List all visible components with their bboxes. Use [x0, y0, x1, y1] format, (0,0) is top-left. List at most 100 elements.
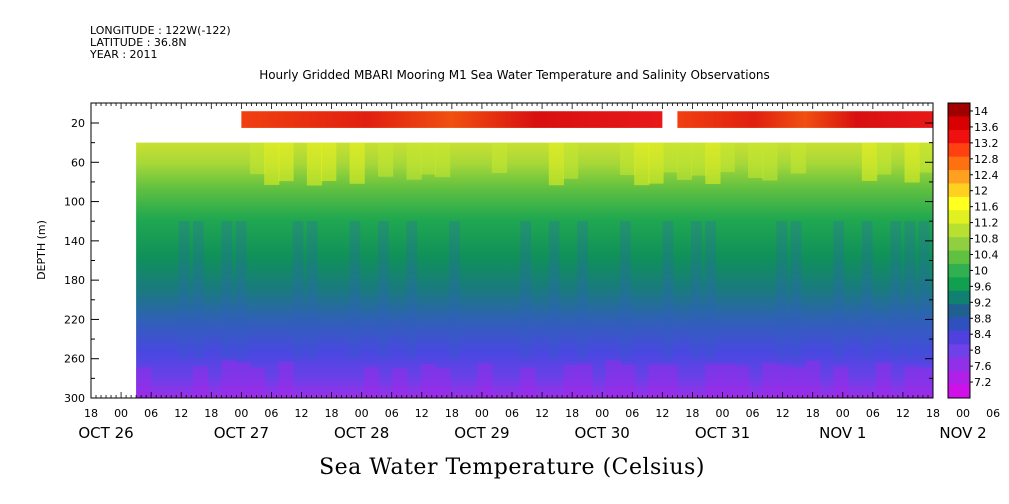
cold-patch	[776, 365, 792, 398]
cold-patch	[790, 367, 806, 398]
mixing-streak	[349, 221, 361, 359]
warm-patch	[378, 142, 394, 177]
year-label: YEAR : 2011	[90, 48, 158, 61]
mixing-streak	[890, 221, 901, 359]
cold-patch	[392, 368, 408, 398]
x-tick-label: 00	[956, 407, 970, 420]
x-tick-label: 00	[595, 407, 609, 420]
x-tick-label: 06	[264, 407, 278, 420]
colorbar-label: 12.4	[974, 169, 999, 182]
cold-patch	[904, 366, 920, 398]
mixing-streak	[306, 221, 318, 359]
cold-patch	[648, 364, 664, 398]
warm-patch	[278, 142, 294, 182]
warm-patch	[762, 142, 778, 181]
warm-patch	[264, 142, 280, 185]
warm-patch	[420, 142, 436, 175]
cold-patch	[705, 364, 721, 398]
cold-patch	[762, 363, 778, 398]
x-tick-label: 00	[234, 407, 248, 420]
warm-patch	[306, 142, 323, 186]
colorbar-label: 14	[974, 105, 988, 118]
colorbar-swatch	[948, 116, 970, 131]
y-tick-label: 260	[64, 353, 85, 366]
warm-patch	[491, 142, 508, 174]
x-tick-label: 12	[655, 407, 669, 420]
x-tick-label: 18	[84, 407, 98, 420]
mixing-streak	[662, 221, 674, 359]
temperature-variability	[136, 142, 933, 398]
colorbar-swatch	[948, 103, 970, 117]
cold-patch	[833, 366, 849, 398]
cold-patch	[719, 364, 735, 398]
y-tick-label: 20	[71, 117, 85, 130]
x-tick-label: 06	[144, 407, 158, 420]
colorbar-label: 11.6	[974, 201, 999, 214]
x-date-label: OCT 29	[454, 424, 509, 442]
colorbar-label: 7.2	[974, 376, 992, 389]
y-tick-label: 140	[64, 235, 85, 248]
cold-patch	[193, 366, 209, 398]
colorbar-frame	[947, 102, 971, 399]
x-date-label: OCT 26	[78, 424, 133, 442]
x-tick-label: 18	[685, 407, 699, 420]
colorbar-label: 9.6	[974, 280, 992, 293]
mixing-streak	[193, 221, 204, 359]
x-tick-label: 12	[415, 407, 429, 420]
mixing-streak	[904, 221, 916, 359]
x-tick-label: 12	[174, 407, 188, 420]
x-tick-label: 06	[625, 407, 639, 420]
x-tick-label: 06	[505, 407, 519, 420]
colorbar-label: 9.2	[974, 296, 992, 309]
cold-patch	[563, 364, 579, 398]
cold-patch	[477, 363, 493, 398]
cold-patch	[619, 364, 636, 398]
colorbar-label: 12.8	[974, 153, 999, 166]
cold-patch	[605, 360, 621, 398]
mixing-streak	[520, 221, 531, 359]
colorbar-swatch	[948, 357, 970, 372]
x-tick-label: 12	[776, 407, 790, 420]
colorbar-label: 8	[974, 344, 981, 357]
cold-patch	[363, 366, 380, 398]
warm-patch	[748, 142, 764, 179]
x-tick-label: 18	[325, 407, 339, 420]
warm-patch	[434, 142, 451, 178]
x-date-label: OCT 31	[695, 424, 750, 442]
mixing-streak	[406, 221, 418, 359]
mixing-streak	[221, 221, 233, 359]
surface-band-1	[241, 111, 663, 128]
mixing-streak	[918, 221, 930, 359]
warm-patch	[904, 142, 920, 183]
warm-patch	[548, 142, 565, 186]
cold-patch	[804, 360, 821, 398]
warm-patch	[406, 142, 422, 180]
x-tick-label: 12	[535, 407, 549, 420]
chart-title: Hourly Gridded MBARI Mooring M1 Sea Wate…	[259, 68, 770, 82]
mixing-streak	[449, 221, 460, 359]
mixing-streak	[776, 221, 788, 359]
colorbar-swatch	[948, 129, 970, 144]
colorbar-swatch	[948, 277, 970, 292]
x-date-label: OCT 27	[214, 424, 269, 442]
cold-patch	[918, 367, 933, 398]
x-date-label: NOV 1	[819, 424, 866, 442]
warm-patch	[249, 142, 266, 175]
cold-patch	[278, 361, 294, 398]
x-tick-label: 18	[204, 407, 218, 420]
mixing-streak	[577, 221, 588, 359]
cold-patch	[235, 362, 251, 398]
x-date-label: OCT 28	[334, 424, 389, 442]
mixing-streak	[235, 221, 247, 359]
colorbar-swatch	[948, 196, 970, 211]
colorbar-label: 10.8	[974, 233, 999, 246]
cold-patch	[136, 367, 152, 398]
colorbar-swatch	[948, 384, 970, 399]
colorbar-swatch	[948, 210, 970, 225]
cold-patch	[662, 365, 678, 398]
warm-patch	[634, 142, 650, 186]
x-tick-label: 06	[866, 407, 880, 420]
colorbar-swatch	[948, 344, 970, 359]
x-tick-label: 12	[295, 407, 309, 420]
